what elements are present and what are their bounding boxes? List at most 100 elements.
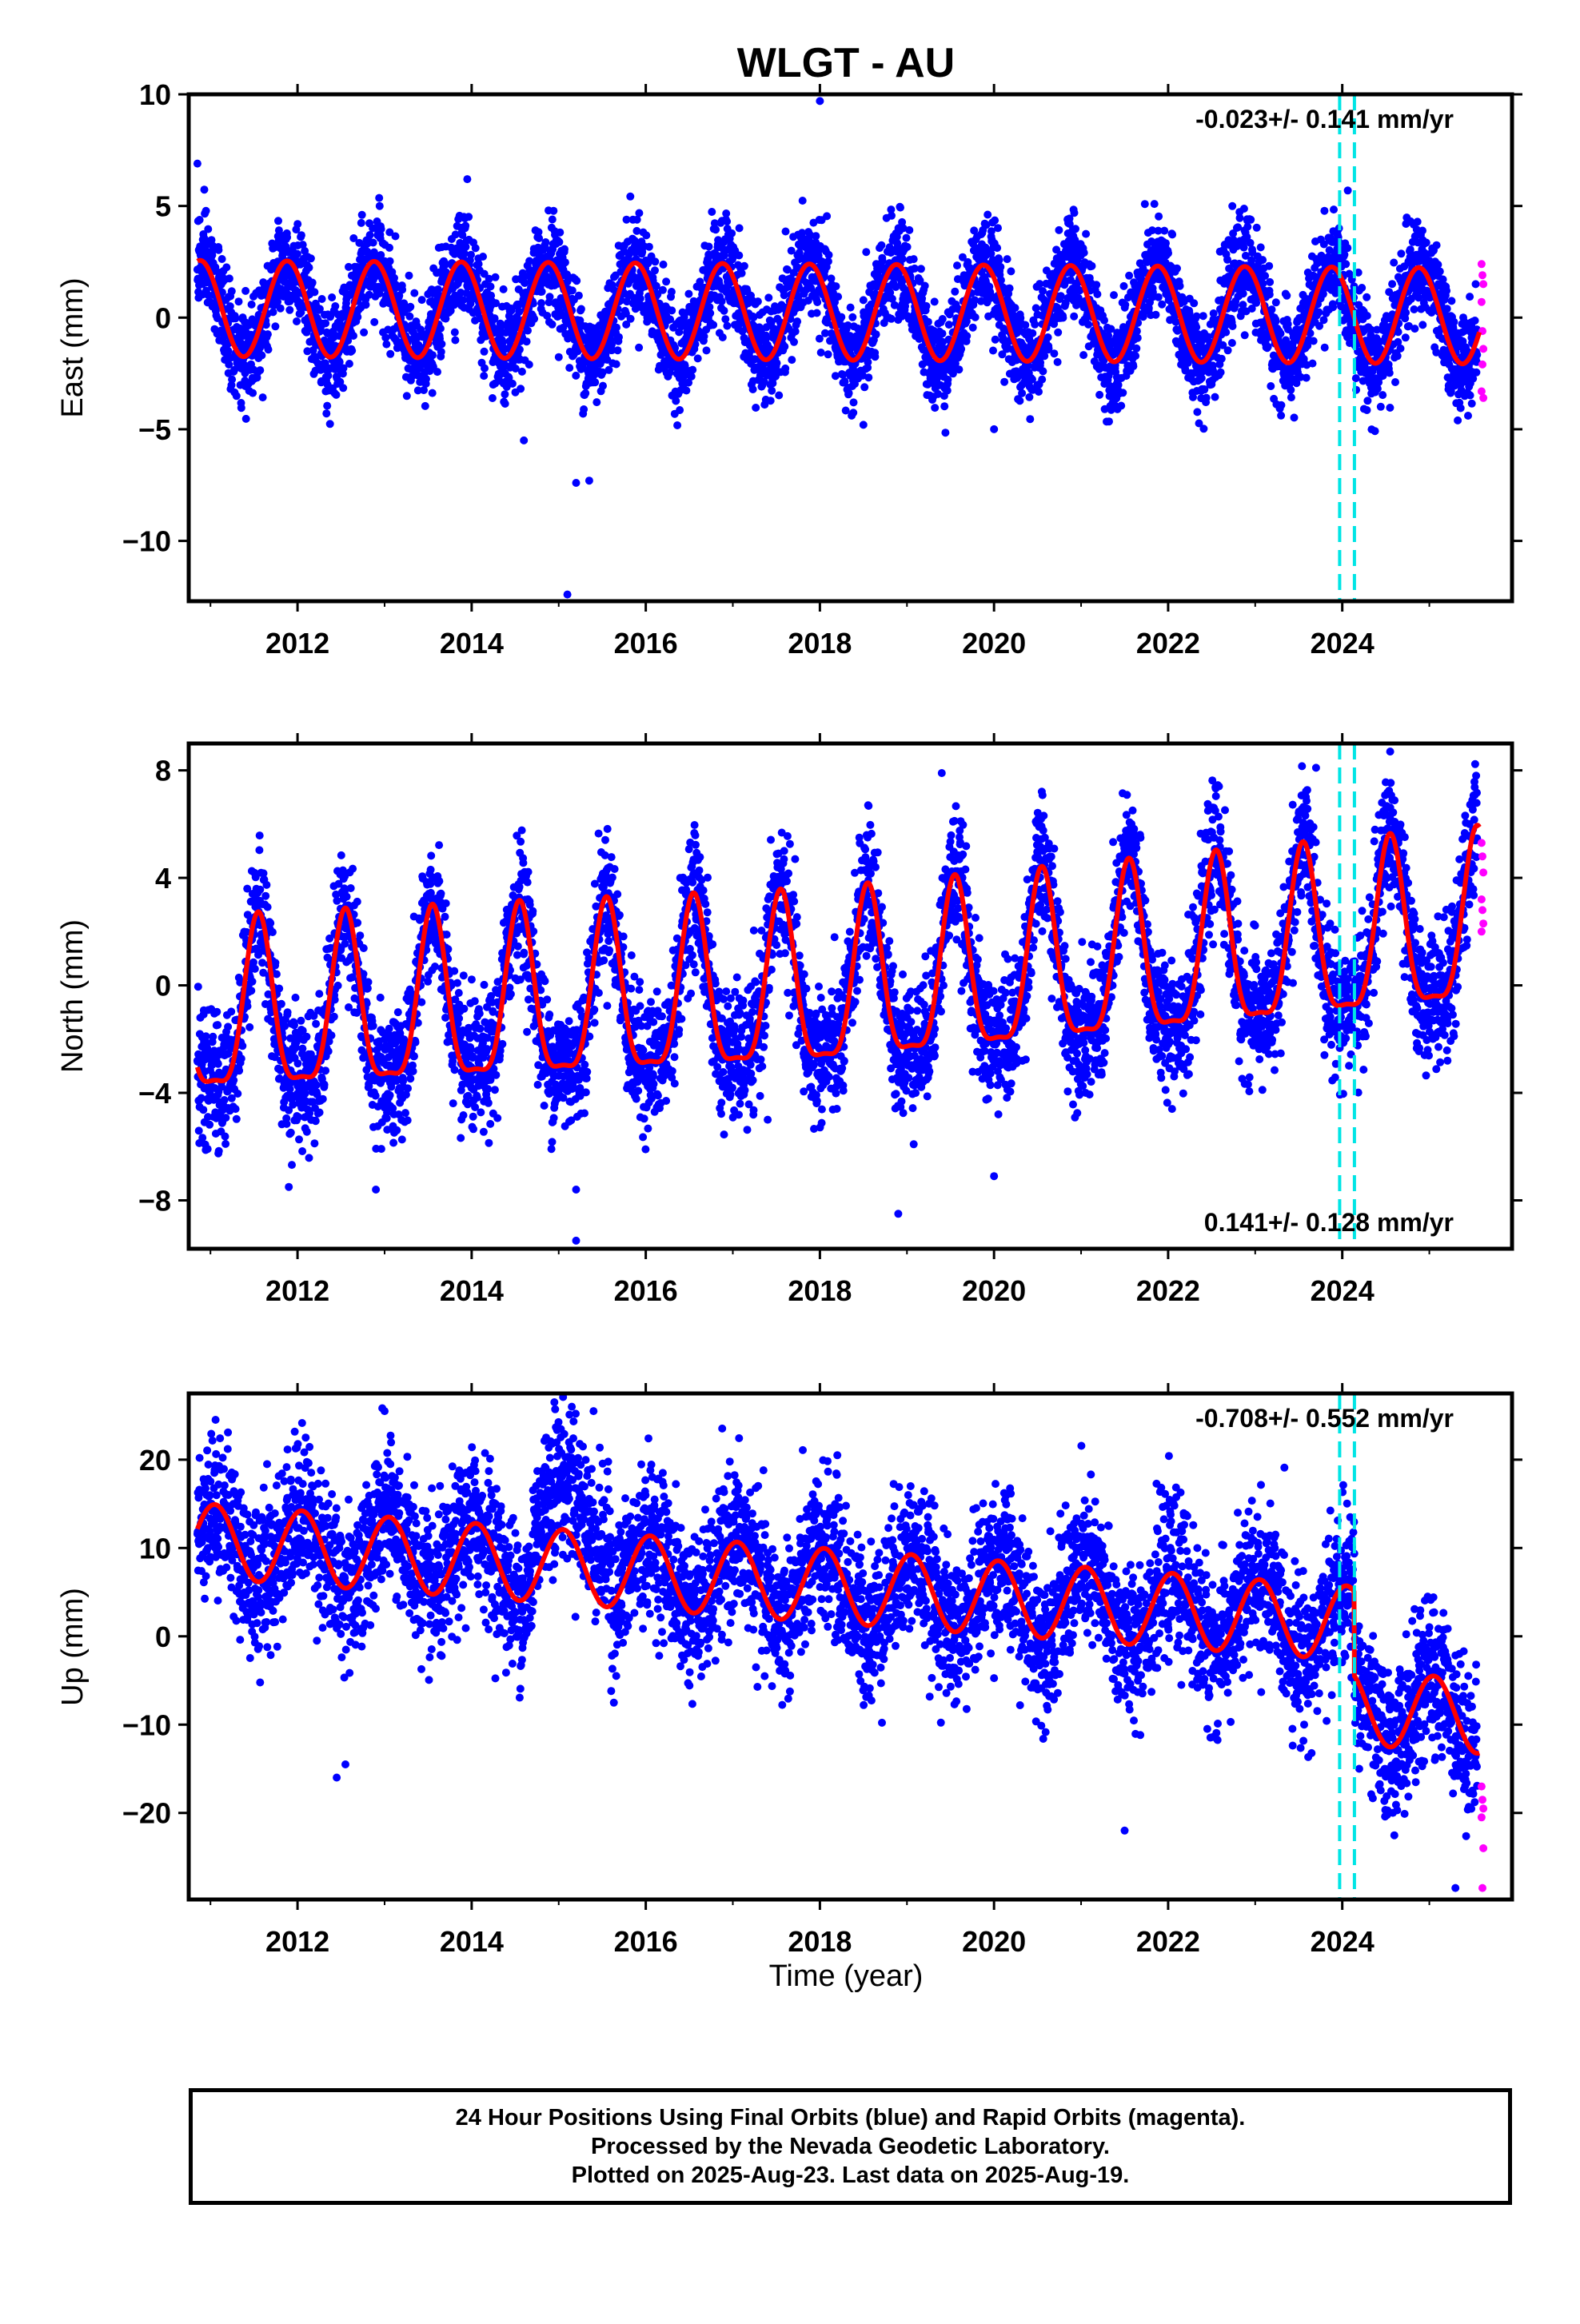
final-orbit-point	[1271, 317, 1280, 325]
final-orbit-point	[1227, 339, 1236, 347]
final-orbit-point	[764, 293, 773, 302]
final-orbit-point	[349, 332, 357, 340]
final-orbit-point	[581, 389, 590, 397]
final-orbit-point	[339, 364, 348, 373]
final-orbit-point	[410, 289, 419, 297]
final-orbit-point	[871, 353, 880, 361]
final-orbit-point	[1309, 337, 1318, 345]
final-orbit-point	[214, 245, 223, 254]
final-orbit-point	[574, 291, 583, 300]
final-orbit-point	[1082, 229, 1091, 238]
final-orbit-point	[490, 314, 499, 323]
final-orbit-point	[888, 211, 896, 220]
final-orbit-point	[1151, 310, 1160, 319]
final-orbit-point	[1302, 373, 1311, 382]
final-orbit-point	[859, 296, 868, 305]
final-orbit-point	[604, 365, 613, 374]
final-orbit-point	[382, 340, 391, 349]
final-orbit-point	[323, 401, 332, 410]
final-orbit-point	[812, 309, 821, 317]
final-orbit-point	[924, 317, 932, 326]
final-orbit-point	[370, 317, 379, 326]
final-orbit-point	[310, 288, 319, 297]
final-orbit-point	[1007, 267, 1015, 276]
final-orbit-point	[832, 282, 840, 291]
final-orbit-point	[297, 231, 305, 240]
final-orbit-point	[702, 346, 711, 355]
final-orbit-point	[1015, 397, 1024, 405]
final-orbit-point	[1131, 352, 1140, 361]
final-orbit-point	[766, 397, 775, 405]
final-orbit-point	[1376, 402, 1385, 411]
final-orbit-point	[708, 208, 716, 216]
final-orbit-point	[1287, 385, 1295, 394]
final-orbit-point	[405, 271, 413, 280]
final-orbit-point	[245, 321, 253, 329]
final-orbit-point	[390, 273, 398, 282]
final-orbit-point	[481, 364, 489, 373]
final-orbit-point	[385, 243, 393, 252]
final-orbit-point	[491, 273, 500, 281]
final-orbit-point	[381, 333, 390, 342]
final-orbit-point	[635, 343, 644, 352]
final-orbit-point	[507, 306, 516, 315]
final-orbit-point	[615, 333, 623, 341]
final-orbit-point	[834, 293, 843, 301]
final-orbit-point	[225, 361, 233, 369]
final-orbit-point	[336, 377, 345, 386]
final-orbit-point	[1209, 309, 1218, 317]
panel-east-marks	[193, 94, 1488, 601]
final-orbit-point	[283, 233, 292, 241]
final-orbit-point	[887, 314, 896, 323]
final-orbit-point	[361, 301, 370, 309]
final-orbit-point	[433, 285, 442, 293]
final-orbit-point	[613, 346, 622, 355]
final-orbit-point	[909, 255, 918, 264]
final-orbit-point	[308, 278, 317, 287]
final-orbit-point	[501, 345, 509, 353]
final-orbit-point	[1011, 304, 1019, 313]
final-orbit-point	[621, 309, 630, 318]
final-orbit-point	[862, 248, 871, 257]
final-orbit-point	[772, 359, 781, 368]
final-orbit-point	[332, 390, 341, 399]
final-orbit-point	[688, 365, 697, 374]
final-orbit-point	[599, 381, 607, 390]
final-orbit-point	[837, 313, 846, 321]
final-orbit-point	[257, 351, 266, 360]
final-orbit-point	[944, 321, 953, 329]
final-orbit-point	[1168, 230, 1177, 239]
final-orbit-point	[1247, 215, 1255, 224]
final-orbit-point	[812, 232, 820, 241]
final-orbit-point	[492, 299, 501, 308]
final-orbit-point	[1070, 312, 1079, 321]
final-orbit-point	[1114, 381, 1123, 389]
final-orbit-point	[317, 295, 326, 303]
final-orbit-point	[955, 365, 964, 374]
final-orbit-point	[846, 303, 855, 312]
final-orbit-point	[467, 250, 475, 259]
final-orbit-point	[231, 314, 240, 323]
chart-title: WLGT - AU	[737, 40, 955, 86]
final-orbit-point	[524, 326, 532, 335]
final-orbit-point	[360, 328, 369, 337]
final-orbit-point	[984, 210, 992, 219]
final-orbit-point	[635, 209, 644, 217]
final-orbit-point	[402, 392, 411, 401]
final-orbit-point	[1070, 209, 1079, 217]
final-orbit-point	[1055, 225, 1063, 234]
final-orbit-point	[896, 203, 904, 212]
final-orbit-point	[722, 209, 731, 217]
final-orbit-point	[274, 217, 282, 225]
final-orbit-point	[285, 305, 294, 314]
final-orbit-point	[1158, 300, 1167, 309]
final-orbit-point	[1105, 417, 1113, 426]
final-orbit-point	[1283, 291, 1291, 300]
final-orbit-point	[451, 230, 460, 239]
final-orbit-point	[406, 302, 415, 311]
final-orbit-point	[753, 297, 762, 306]
final-orbit-point	[1351, 374, 1360, 383]
final-orbit-point	[612, 360, 620, 369]
final-orbit-point	[963, 332, 972, 341]
